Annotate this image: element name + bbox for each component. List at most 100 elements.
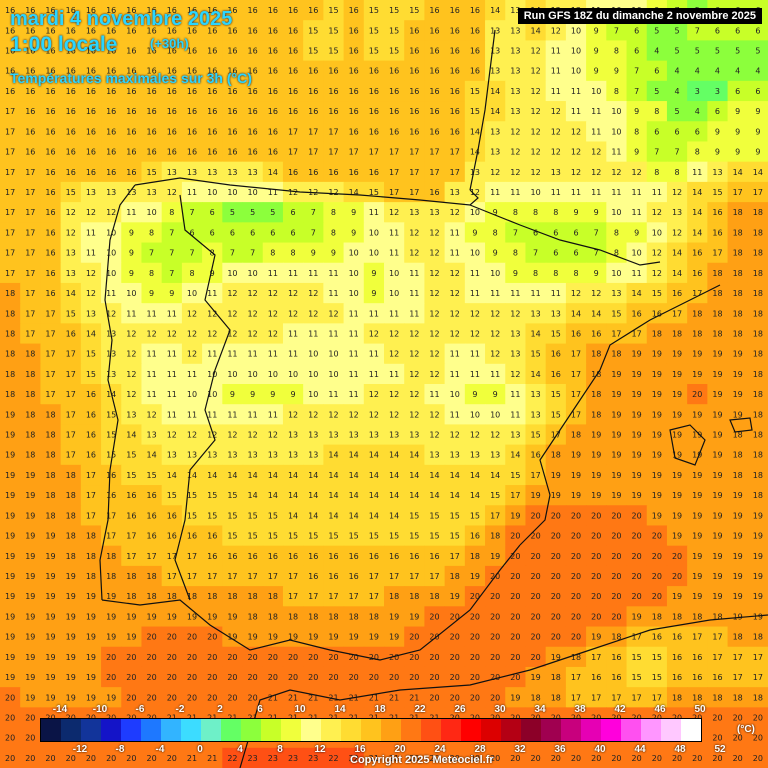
temperature-cell	[707, 202, 729, 223]
temperature-value: 20	[187, 693, 197, 702]
temperature-cell	[586, 586, 607, 607]
temperature-value: 18	[712, 269, 722, 278]
temperature-cell	[586, 464, 607, 486]
temperature-value: 19	[5, 410, 15, 419]
temperature-cell	[727, 727, 749, 749]
temperature-value: 18	[712, 289, 722, 298]
temperature-value: 15	[652, 289, 662, 298]
temperature-value: 12	[551, 26, 561, 35]
temperature-value: 17	[389, 572, 399, 581]
temperature-value: 6	[755, 87, 760, 96]
temperature-cell	[363, 282, 385, 304]
temperature-value: 16	[712, 673, 722, 682]
temperature-value: 20	[5, 754, 15, 763]
temperature-cell	[707, 606, 729, 628]
temperature-value: 13	[530, 410, 540, 419]
temperature-value: 19	[733, 592, 743, 601]
temperature-value: 20	[571, 592, 581, 601]
temperature-cell	[0, 80, 21, 102]
temperature-cell	[80, 101, 102, 122]
temperature-cell	[181, 40, 203, 62]
temperature-value: 15	[86, 370, 96, 379]
temperature-value: 16	[429, 67, 439, 76]
temperature-cell	[606, 565, 628, 587]
temperature-cell	[404, 687, 426, 708]
temperature-value: 19	[66, 633, 76, 642]
temperature-value: 20	[450, 633, 460, 642]
copyright: Copyright 2025 Meteociel.fr	[350, 754, 494, 766]
temperature-value: 20	[429, 653, 439, 662]
temperature-cell	[444, 222, 466, 244]
temperature-value: 16	[45, 87, 55, 96]
temperature-cell	[666, 586, 688, 607]
temperature-value: 17	[66, 370, 76, 379]
temperature-cell	[485, 40, 506, 62]
temperature-value: 12	[389, 329, 399, 338]
temperature-value: 15	[248, 511, 258, 520]
temperature-cell	[626, 80, 648, 102]
temperature-cell	[0, 525, 21, 547]
temperature-value: 17	[328, 127, 338, 136]
temperature-value: 15	[126, 471, 136, 480]
temperature-cell	[727, 586, 749, 607]
temperature-cell	[565, 161, 587, 183]
temperature-cell	[626, 646, 648, 668]
temperature-cell	[485, 545, 506, 567]
temperature-cell	[444, 626, 466, 648]
temperature-value: 19	[672, 410, 682, 419]
temperature-cell	[565, 444, 587, 466]
temperature-cell	[687, 626, 708, 648]
temperature-cell	[121, 565, 143, 587]
temperature-cell	[181, 222, 203, 244]
temperature-value: 12	[571, 289, 581, 298]
temperature-value: 9	[371, 269, 376, 278]
temperature-cell	[687, 222, 708, 244]
temperature-value: 17	[126, 552, 136, 561]
temperature-cell	[262, 363, 284, 385]
temperature-value: 11	[146, 370, 156, 379]
temperature-cell	[323, 101, 345, 122]
temperature-value: 11	[470, 269, 480, 278]
temperature-cell	[363, 384, 385, 405]
temperature-cell	[121, 444, 143, 466]
temperature-cell	[323, 80, 345, 102]
temperature-cell	[40, 282, 62, 304]
temperature-cell	[727, 485, 749, 506]
temperature-value: 15	[409, 6, 419, 15]
temperature-cell	[262, 121, 284, 143]
temperature-cell	[40, 202, 62, 223]
temperature-cell	[303, 242, 324, 264]
temperature-cell	[404, 626, 426, 648]
legend-tick-label: 26	[454, 704, 466, 715]
temperature-cell	[363, 666, 385, 688]
temperature-cell	[727, 687, 749, 708]
temperature-cell	[606, 606, 628, 628]
temperature-cell	[242, 222, 264, 244]
temperature-value: 18	[450, 572, 460, 581]
temperature-value: 16	[25, 107, 35, 116]
temperature-value: 17	[733, 188, 743, 197]
temperature-cell	[505, 586, 527, 607]
temperature-value: 18	[753, 228, 763, 237]
temperature-cell	[646, 545, 668, 567]
temperature-value: 11	[288, 269, 298, 278]
temperature-value: 11	[409, 289, 419, 298]
temperature-cell	[282, 40, 304, 62]
temperature-value: 14	[349, 471, 359, 480]
temperature-value: 14	[308, 491, 318, 500]
temperature-cell	[424, 181, 446, 203]
temperature-cell	[202, 40, 223, 62]
temperature-value: 14	[429, 471, 439, 480]
temperature-value: 18	[753, 633, 763, 642]
temperature-value: 16	[308, 87, 318, 96]
temperature-value: 19	[167, 612, 177, 621]
temperature-cell	[303, 0, 324, 21]
temperature-value: 16	[248, 148, 258, 157]
variable-title: Températures maximales sur 3h (°C)	[10, 70, 252, 86]
temperature-cell	[545, 343, 567, 365]
temperature-value: 20	[248, 653, 258, 662]
temperature-value: 6	[270, 228, 275, 237]
temperature-cell	[161, 747, 183, 768]
temperature-value: 20	[470, 653, 480, 662]
temperature-cell	[0, 282, 21, 304]
